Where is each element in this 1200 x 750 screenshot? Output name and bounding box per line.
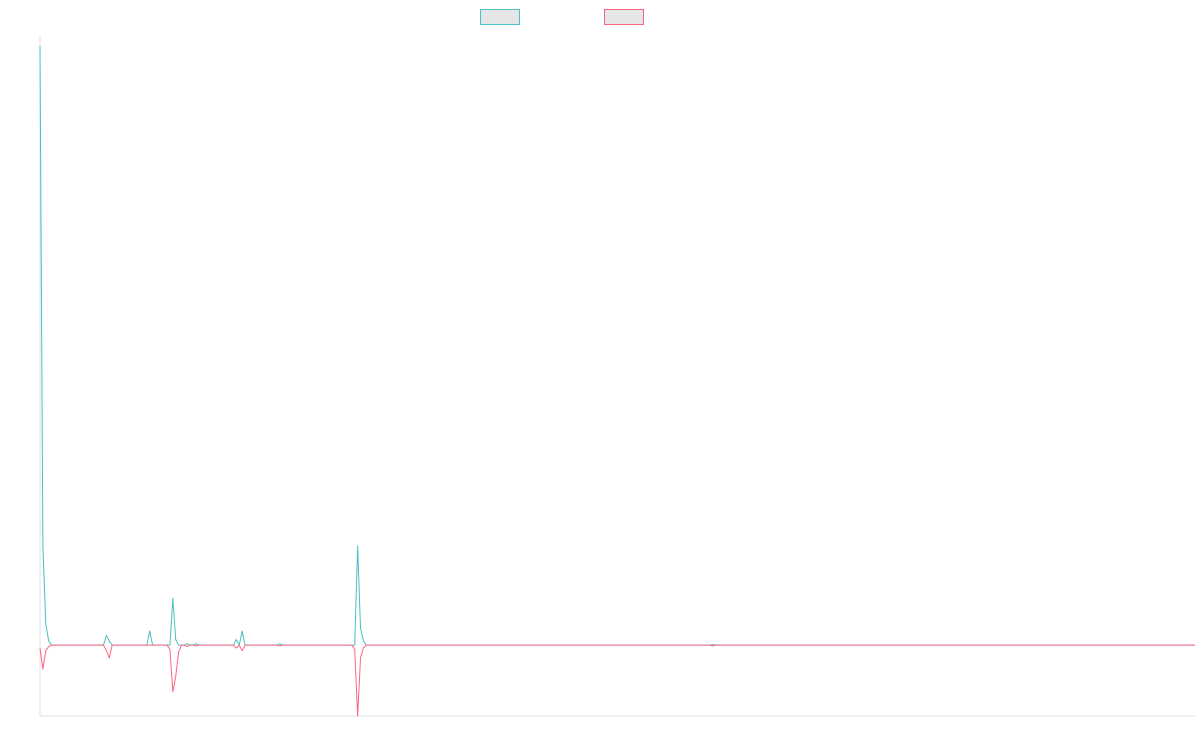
series-line-1[interactable]: [39, 45, 1195, 646]
legend-item-series-1[interactable]: [480, 9, 526, 25]
series-line-2[interactable]: [39, 644, 1195, 717]
chart-legend: [0, 9, 1200, 27]
series-layer: [39, 45, 1195, 717]
legend-swatch-series-1: [480, 9, 520, 25]
legend-item-series-2[interactable]: [604, 9, 650, 25]
legend-swatch-series-2: [604, 9, 644, 25]
